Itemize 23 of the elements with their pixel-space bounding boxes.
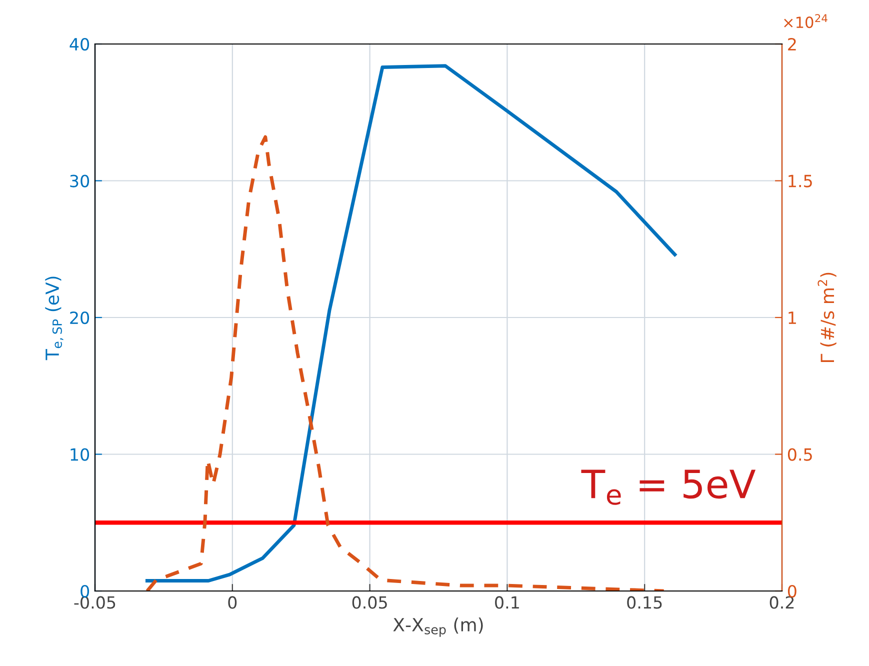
y2-tick-label: 1 <box>788 312 796 324</box>
y2-tick-label: 2 <box>788 38 796 50</box>
x-tick-label: 0.15 <box>627 596 662 609</box>
y2-tick-label: 0.5 <box>788 448 812 461</box>
ref-line-label: T$_{e}$ = 5eV <box>581 470 756 505</box>
y2-axis-title: Γ (#/s m$^{2}$) <box>818 272 836 362</box>
y2-tick-label: 0 <box>788 584 796 598</box>
x-tick-label: 0.2 <box>770 596 794 609</box>
y-tick-label: 30 <box>70 174 90 188</box>
x-tick-label: -0.05 <box>74 596 116 609</box>
y-axis-title: T$_{e,SP}$ (eV) <box>45 276 64 360</box>
line-series <box>145 135 666 591</box>
y2-tick-label: 1.5 <box>788 174 812 188</box>
x-tick-label: 0.1 <box>495 596 519 609</box>
x-axis-title: X-X$_{sep}$ (m) <box>393 618 483 637</box>
text: ×10$^{24}$ <box>784 14 828 28</box>
y-tick-label: 0 <box>80 584 90 598</box>
x-tick-label: 0 <box>228 596 237 609</box>
line-series <box>145 64 677 582</box>
x-tick-label: 0.05 <box>352 596 387 609</box>
y-tick-label: 10 <box>70 448 90 461</box>
y-tick-label: 40 <box>70 38 90 51</box>
y-tick-label: 20 <box>70 311 90 324</box>
